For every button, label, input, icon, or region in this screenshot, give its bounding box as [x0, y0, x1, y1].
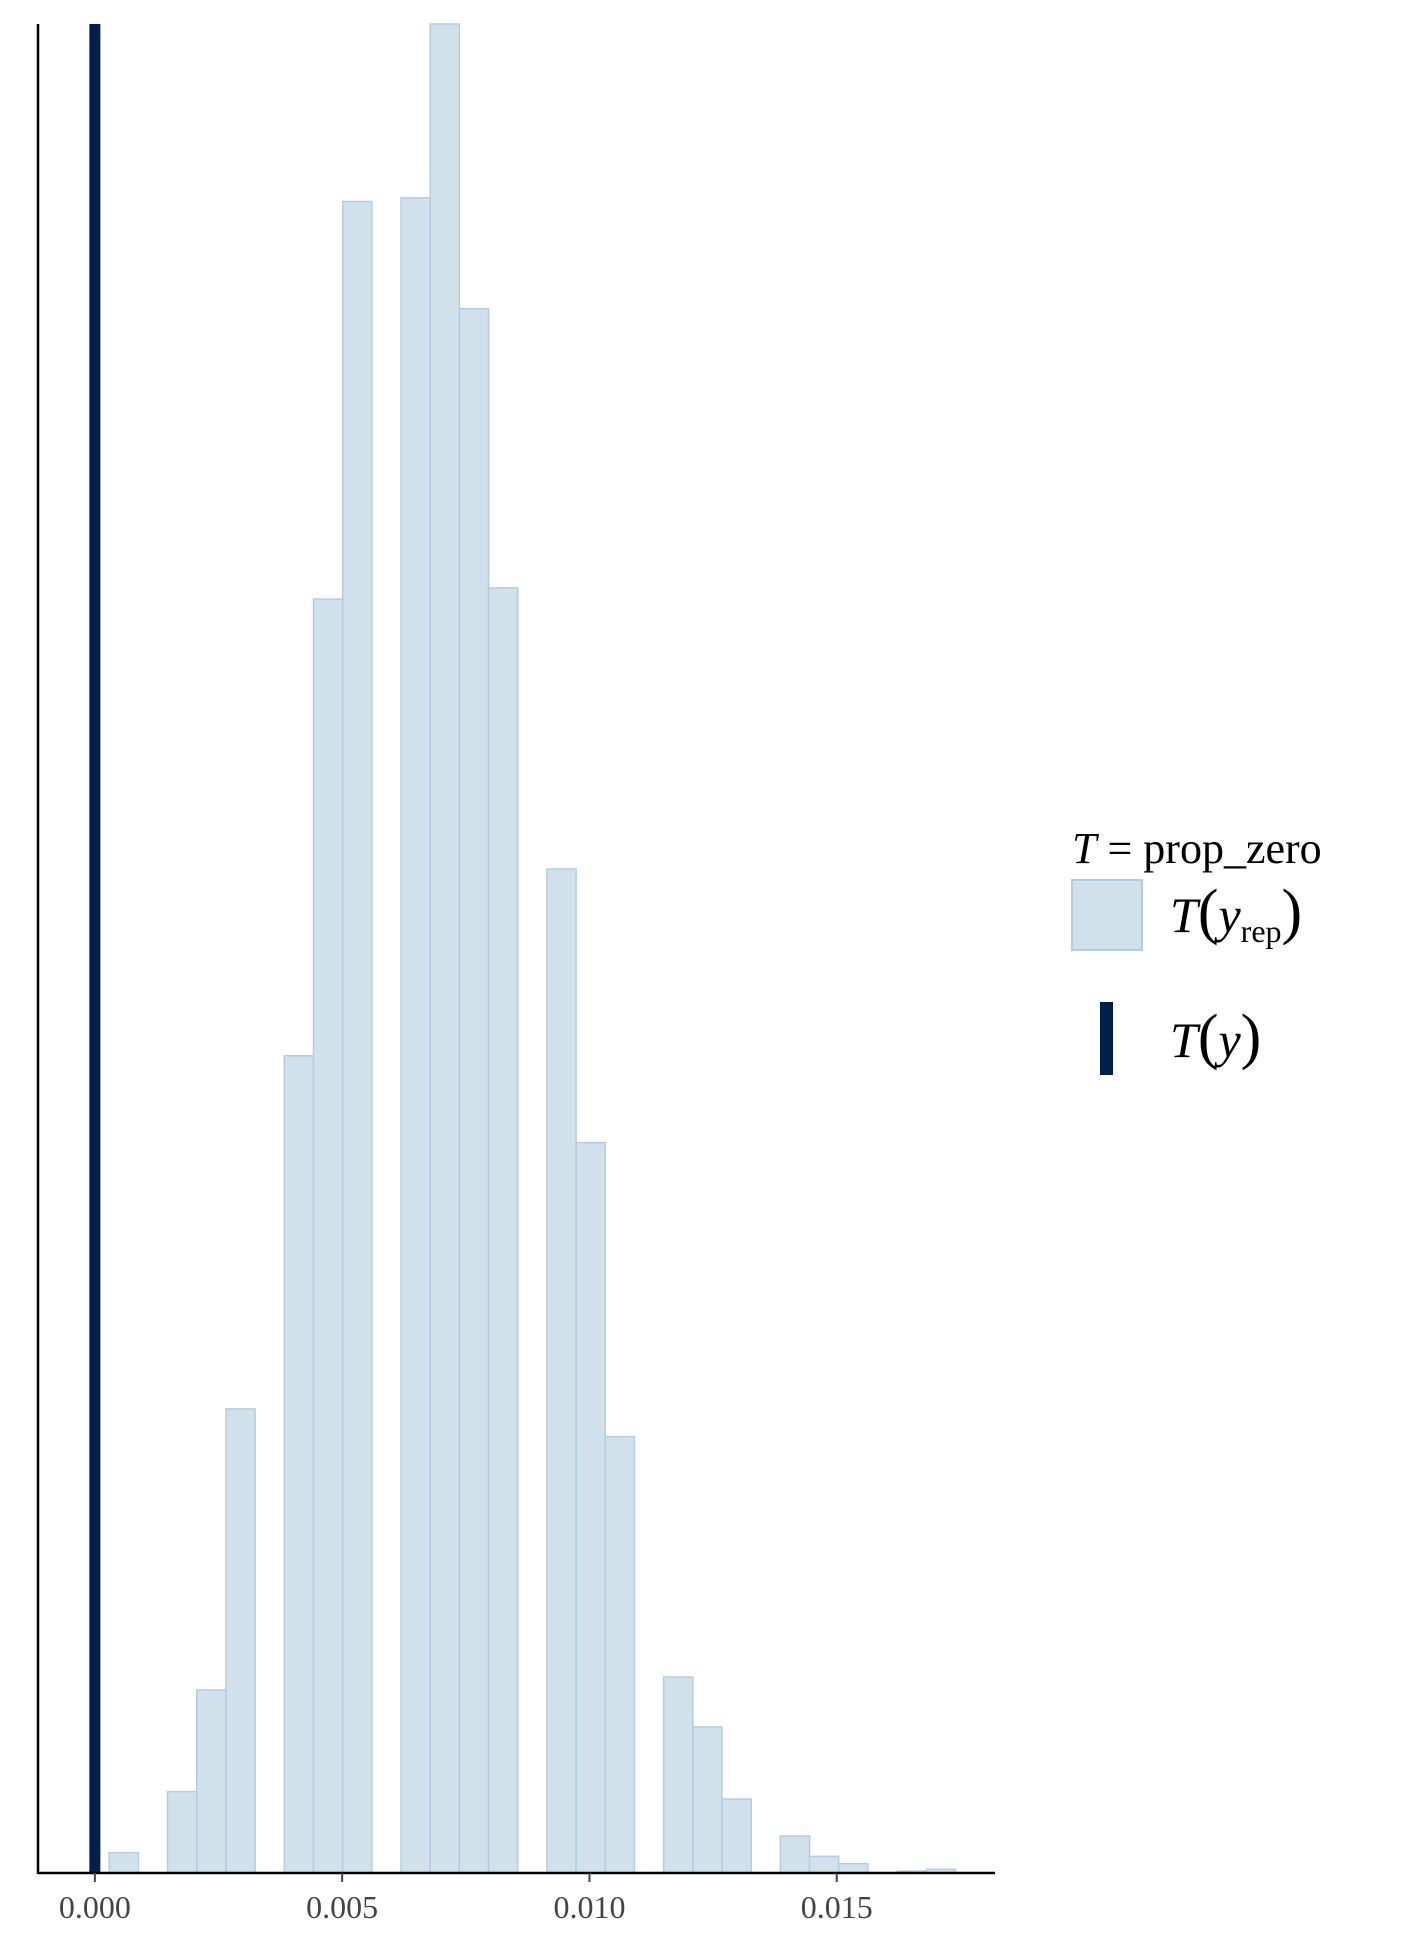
histogram-bar-5 — [312, 598, 344, 1874]
histogram-bar-15 — [692, 1726, 723, 1874]
histogram-bar-17 — [779, 1835, 811, 1874]
legend-yrep-T: T — [1170, 887, 1201, 943]
histogram-bar-13 — [604, 1435, 636, 1874]
legend-yrep-subscript: rep — [1241, 913, 1282, 949]
legend-y-y: y — [1213, 1012, 1241, 1068]
histogram-bar-10 — [487, 587, 519, 1874]
histogram-bar-0 — [108, 1851, 140, 1874]
x-tick-label-1: 0.005 — [306, 1889, 378, 1925]
legend-yrep-label: T(yrep) — [1170, 878, 1302, 949]
histogram-bar-6 — [341, 200, 373, 1874]
histogram-bar-2 — [196, 1689, 227, 1874]
legend-yrep-open-paren: ( — [1198, 878, 1219, 946]
legend-y-swatch — [1100, 1002, 1113, 1075]
histogram-bar-1 — [166, 1790, 198, 1874]
histogram-bar-16 — [721, 1798, 752, 1874]
legend-y-label: T(y) — [1170, 1003, 1261, 1071]
histogram-bar-9 — [458, 307, 490, 1874]
histogram-bar-8 — [429, 23, 461, 1874]
histogram-bar-14 — [662, 1676, 694, 1874]
legend-yrep-swatch — [1071, 879, 1143, 951]
x-tick-label-2: 0.010 — [553, 1889, 625, 1925]
legend-title-rest: = prop_zero — [1096, 824, 1321, 873]
legend-yrep-y: y — [1213, 887, 1241, 943]
legend-y-open-paren: ( — [1198, 1003, 1219, 1071]
legend-title: T = prop_zero — [1072, 824, 1322, 873]
legend-y-T: T — [1170, 1012, 1201, 1068]
legend: T = prop_zero T(yrep) T(y) — [1071, 824, 1322, 1075]
legend-yrep-close-paren: ) — [1282, 878, 1303, 946]
x-axis-ticks: 0.000 0.005 0.010 0.015 — [59, 1873, 873, 1925]
legend-y-close-paren: ) — [1241, 1003, 1262, 1071]
histogram-bar-4 — [283, 1054, 315, 1874]
histogram-bar-7 — [400, 197, 431, 1874]
legend-title-italic: T — [1072, 824, 1100, 873]
histogram-bar-11 — [546, 868, 577, 1874]
x-tick-label-3: 0.015 — [801, 1889, 873, 1925]
histogram-bar-18 — [808, 1855, 840, 1874]
histogram-bar-19 — [837, 1863, 869, 1874]
x-tick-label-0: 0.000 — [59, 1889, 131, 1925]
histogram-bar-12 — [575, 1141, 607, 1874]
histogram-bar-3 — [225, 1408, 256, 1874]
histogram-bars — [108, 23, 957, 1874]
